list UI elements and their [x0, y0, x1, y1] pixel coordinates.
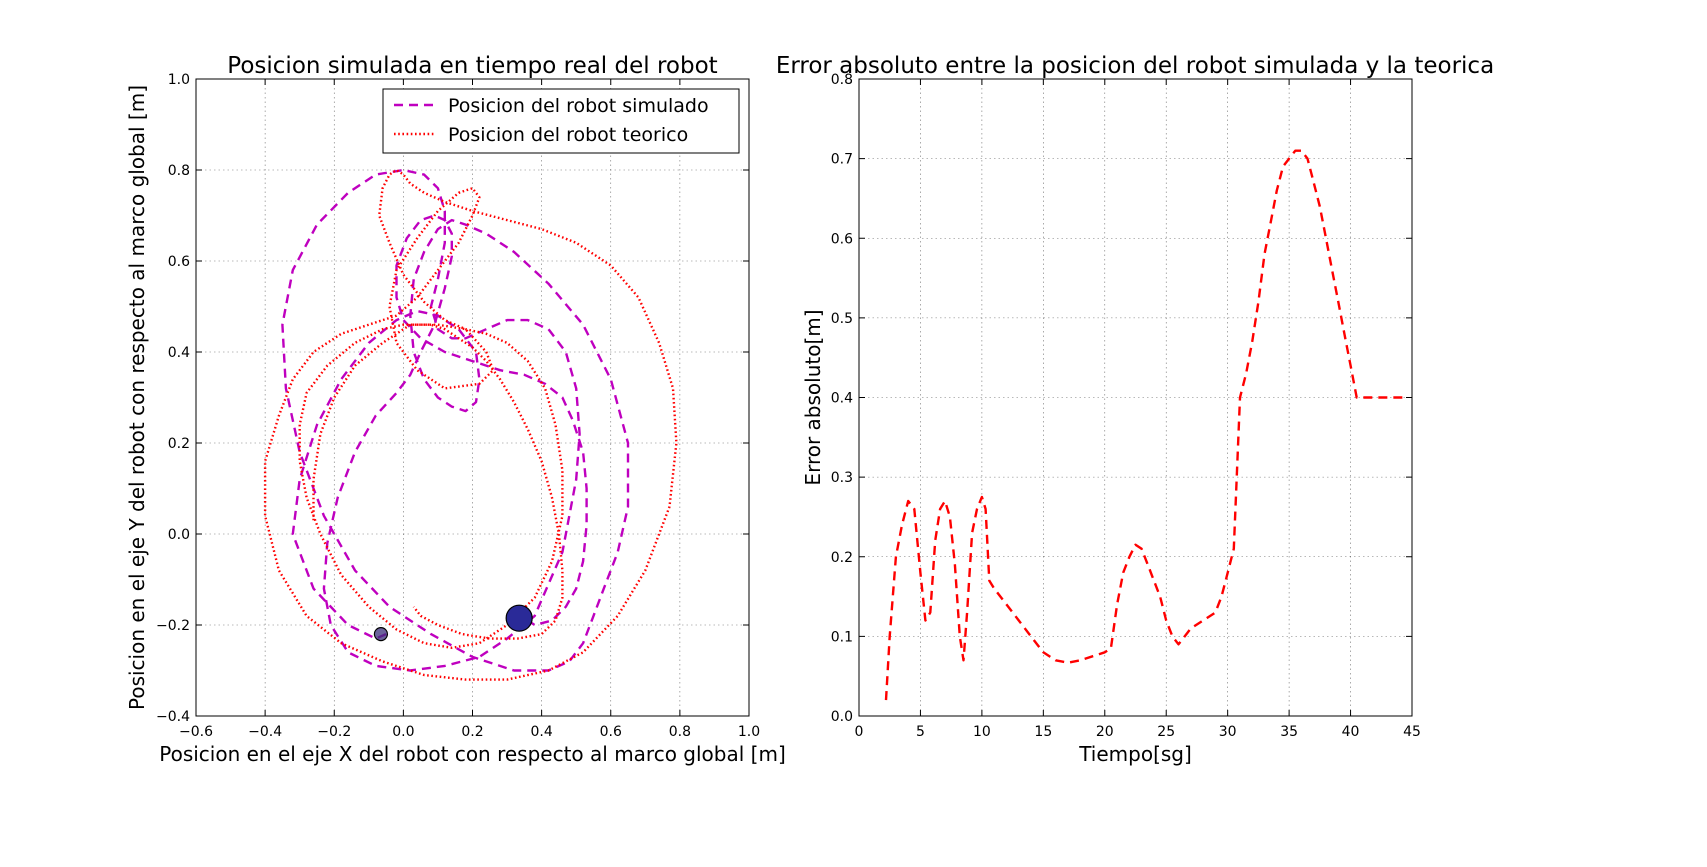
x-tick-label: −0.6	[179, 724, 213, 740]
x-tick-label: 0.8	[669, 724, 691, 740]
x-tick-label: −0.2	[317, 724, 351, 740]
series-line-1	[263, 168, 678, 681]
y-tick-label: 1.0	[168, 72, 190, 88]
y-tick-label: 0.8	[168, 163, 190, 179]
robot-marker-0	[373, 626, 389, 642]
x-tick-label: 30	[1219, 724, 1237, 740]
legend-label-simulado: Posicion del robot simulado	[448, 95, 709, 117]
series-line-0	[884, 149, 1406, 701]
y-tick-label: 0.6	[831, 231, 853, 247]
y-tick-label: 0.7	[831, 152, 853, 168]
x-tick-label: 20	[1096, 724, 1114, 740]
y-tick-label: 0.2	[168, 436, 190, 452]
x-tick-label: 5	[916, 724, 925, 740]
left-y-axis-label: Posicion en el eje Y del robot con respe…	[125, 85, 149, 710]
y-tick-label: 0.4	[831, 391, 853, 407]
x-tick-label: −0.4	[248, 724, 282, 740]
x-tick-label: 15	[1034, 724, 1052, 740]
legend-box	[382, 88, 740, 154]
x-tick-label: 0.4	[530, 724, 552, 740]
x-tick-label: 40	[1342, 724, 1360, 740]
x-tick-label: 10	[973, 724, 991, 740]
right-y-axis-label: Error absoluto[m]	[801, 309, 825, 485]
right-chart-title: Error absoluto entre la posicion del rob…	[776, 53, 1494, 79]
y-tick-label: −0.2	[156, 618, 190, 634]
y-tick-label: 0.0	[168, 527, 190, 543]
x-tick-label: 0.2	[461, 724, 483, 740]
left-x-axis-label: Posicion en el eje X del robot con respe…	[159, 742, 786, 766]
robot-marker-1	[505, 604, 533, 632]
y-tick-label: 0.1	[831, 629, 853, 645]
right-plot-area	[884, 149, 1406, 701]
right-ticks: 0 5 10 15 20 25 30 35 40 45 0.0 0.1 0.2 0.3 0.4 0.5 0.6 0…	[831, 72, 1421, 740]
y-tick-label: 0.6	[168, 254, 190, 270]
x-tick-label: 45	[1403, 724, 1421, 740]
x-tick-label: 0	[855, 724, 864, 740]
error-chart: 0 5 10 15 20 25 30 35 40 45 0.0 0.1 0.2 0.3 0.4 0.5 0.6 0…	[776, 53, 1494, 766]
x-tick-label: 25	[1157, 724, 1175, 740]
y-tick-label: 0.4	[168, 345, 190, 361]
legend: Posicion del robot simulado Posicion del…	[382, 88, 740, 154]
x-tick-label: 0.0	[392, 724, 414, 740]
left-plot-area	[263, 168, 678, 681]
trajectory-chart: −0.6 −0.4 −0.2 0.0 0.2 0.4 0.6 0.8 1.0−0.4−0.20.…	[125, 53, 786, 766]
legend-label-teorico: Posicion del robot teorico	[448, 124, 688, 146]
y-tick-label: −0.4	[156, 709, 190, 725]
x-tick-label: 35	[1280, 724, 1298, 740]
y-tick-label: 0.3	[831, 470, 853, 486]
y-tick-label: 0.0	[831, 709, 853, 725]
left-ticks: −0.6 −0.4 −0.2 0.0 0.2 0.4 0.6 0.8 1.0−0.4−0.20.…	[156, 72, 760, 740]
left-chart-title: Posicion simulada en tiempo real del rob…	[227, 53, 717, 79]
y-tick-label: 0.2	[831, 550, 853, 566]
series-line-0	[281, 168, 630, 672]
x-tick-label: 0.6	[600, 724, 622, 740]
y-tick-label: 0.8	[831, 72, 853, 88]
y-tick-label: 0.5	[831, 311, 853, 327]
x-tick-label: 1.0	[738, 724, 760, 740]
right-x-axis-label: Tiempo[sg]	[1078, 742, 1192, 766]
